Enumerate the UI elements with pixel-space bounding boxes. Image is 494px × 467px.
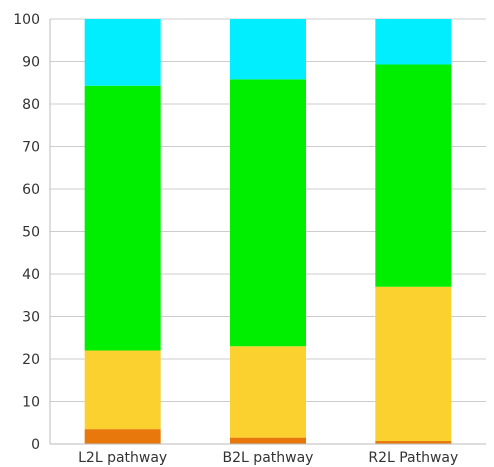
x-tick-label: R2L Pathway xyxy=(368,450,458,466)
y-tick-label: 60 xyxy=(22,182,40,198)
bar-segment xyxy=(230,346,306,438)
bar-segment xyxy=(230,437,306,444)
bar-segment xyxy=(230,19,306,80)
y-tick-label: 0 xyxy=(31,437,40,453)
y-tick-label: 40 xyxy=(22,267,40,283)
y-tick-label: 100 xyxy=(13,12,40,28)
x-tick-label: L2L pathway xyxy=(78,450,167,466)
bar-segment xyxy=(375,64,452,287)
y-tick-label: 30 xyxy=(22,310,40,326)
bar-segment xyxy=(375,286,452,442)
y-tick-label: 80 xyxy=(22,97,40,113)
bars xyxy=(84,19,452,444)
bar-segment xyxy=(84,350,161,430)
x-tick-label: B2L pathway xyxy=(223,450,314,466)
y-tick-label: 50 xyxy=(22,225,40,241)
bar-segment xyxy=(84,19,161,86)
y-tick-label: 10 xyxy=(22,395,40,411)
x-axis: L2L pathway B2L pathway R2L Pathway xyxy=(50,443,486,466)
y-tick-label: 90 xyxy=(22,55,40,71)
bar-segment xyxy=(230,79,306,347)
bar-segment xyxy=(84,85,161,351)
bar-segment xyxy=(84,429,161,444)
bar-segment xyxy=(375,441,452,444)
bar-segment xyxy=(375,19,452,65)
y-tick-label: 20 xyxy=(22,352,40,368)
y-tick-label: 70 xyxy=(22,140,40,156)
y-axis: 0 10 20 30 40 50 60 70 80 90 100 xyxy=(13,12,51,453)
